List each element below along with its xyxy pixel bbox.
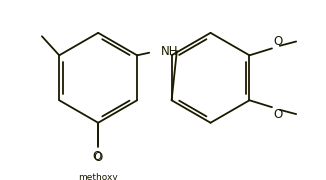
Text: O: O <box>94 151 103 164</box>
Text: O: O <box>274 108 283 121</box>
Text: methoxy: methoxy <box>78 173 118 180</box>
Text: O: O <box>93 150 102 163</box>
Text: O: O <box>274 35 283 48</box>
Text: NH: NH <box>161 44 179 57</box>
